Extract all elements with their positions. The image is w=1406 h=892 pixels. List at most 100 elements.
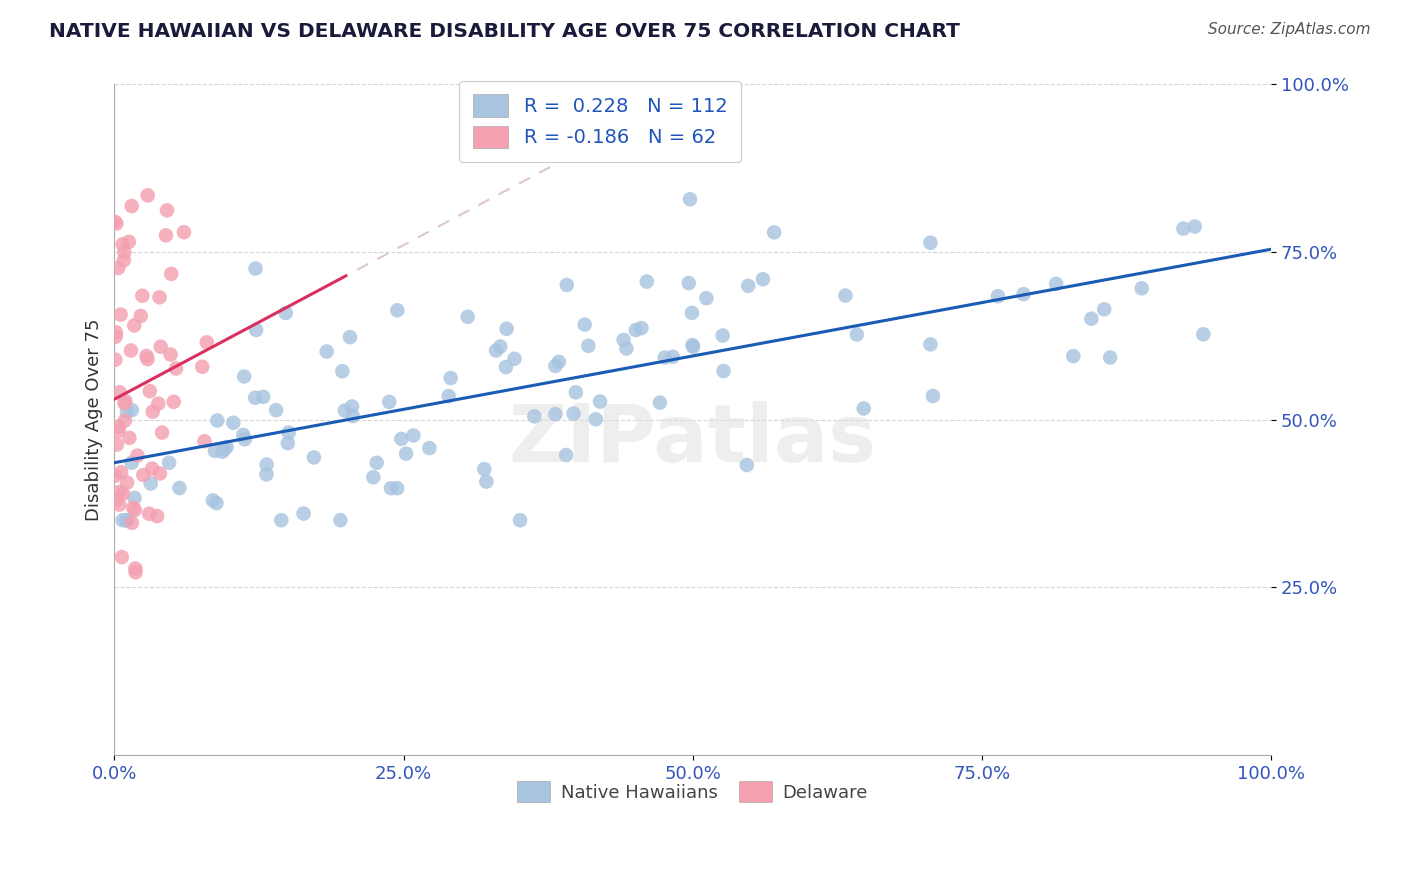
Point (124, 503, 146, 517)
Point (1062, 349, 1084, 363)
Point (852, 401, 875, 416)
Point (574, 318, 596, 332)
Point (104, 469, 127, 483)
Point (547, 355, 569, 369)
Point (763, 225, 786, 239)
Point (111, 550, 134, 565)
Point (146, 509, 169, 524)
Point (129, 309, 152, 323)
Point (160, 267, 183, 281)
Point (277, 425, 299, 440)
Point (711, 328, 734, 343)
Point (201, 493, 224, 508)
Point (585, 412, 607, 426)
Point (1012, 287, 1035, 301)
Point (115, 405, 138, 419)
Point (148, 396, 170, 410)
Y-axis label: Disability Age Over 75: Disability Age Over 75 (86, 318, 103, 521)
Point (562, 407, 585, 421)
Point (340, 400, 363, 414)
Point (987, 289, 1010, 303)
Point (395, 447, 418, 461)
Text: ZIPatlas: ZIPatlas (509, 401, 877, 479)
Point (378, 395, 401, 409)
Point (169, 481, 191, 495)
Point (1092, 302, 1115, 317)
Point (589, 394, 612, 409)
Point (222, 416, 245, 430)
Point (662, 350, 685, 364)
Point (682, 338, 704, 352)
Point (232, 428, 254, 442)
Point (124, 566, 146, 580)
Point (555, 448, 578, 462)
Point (108, 498, 131, 512)
Point (472, 462, 495, 476)
Point (333, 403, 356, 417)
Point (389, 432, 412, 446)
Point (277, 436, 299, 450)
Point (544, 359, 567, 373)
Point (118, 431, 141, 445)
Point (193, 434, 215, 449)
Point (111, 513, 134, 527)
Point (111, 237, 134, 252)
Point (264, 403, 287, 417)
Point (387, 303, 409, 318)
Point (141, 461, 163, 475)
Point (342, 409, 364, 423)
Point (565, 385, 588, 400)
Point (104, 329, 127, 343)
Point (136, 188, 159, 202)
Point (1080, 311, 1102, 326)
Point (191, 359, 214, 374)
Point (845, 327, 868, 342)
Point (457, 310, 479, 324)
Point (165, 361, 187, 376)
Point (121, 456, 143, 470)
Point (156, 203, 179, 218)
Point (648, 395, 671, 409)
Point (256, 458, 278, 472)
Point (118, 235, 141, 249)
Point (402, 428, 425, 442)
Point (124, 561, 146, 575)
Point (107, 260, 129, 275)
Point (475, 475, 498, 489)
Point (363, 470, 385, 484)
Point (207, 413, 229, 427)
Point (243, 391, 266, 405)
Point (503, 351, 526, 366)
Point (366, 456, 388, 470)
Point (132, 467, 155, 482)
Point (576, 339, 599, 353)
Point (682, 340, 704, 354)
Point (1099, 351, 1122, 365)
Point (214, 442, 236, 456)
Point (138, 384, 160, 398)
Point (114, 413, 136, 427)
Point (489, 339, 512, 353)
Point (695, 291, 717, 305)
Point (636, 275, 658, 289)
Point (215, 440, 238, 454)
Point (115, 513, 138, 527)
Point (920, 235, 942, 250)
Point (115, 513, 138, 527)
Point (104, 326, 127, 340)
Point (834, 288, 856, 302)
Point (148, 290, 170, 304)
Point (509, 513, 531, 527)
Point (163, 394, 186, 409)
Point (111, 486, 134, 500)
Point (1173, 221, 1195, 235)
Point (108, 484, 131, 499)
Point (735, 458, 758, 472)
Point (544, 407, 567, 421)
Point (385, 481, 408, 495)
Point (124, 491, 146, 505)
Point (678, 276, 700, 290)
Point (292, 507, 315, 521)
Point (173, 225, 195, 239)
Point (245, 323, 267, 337)
